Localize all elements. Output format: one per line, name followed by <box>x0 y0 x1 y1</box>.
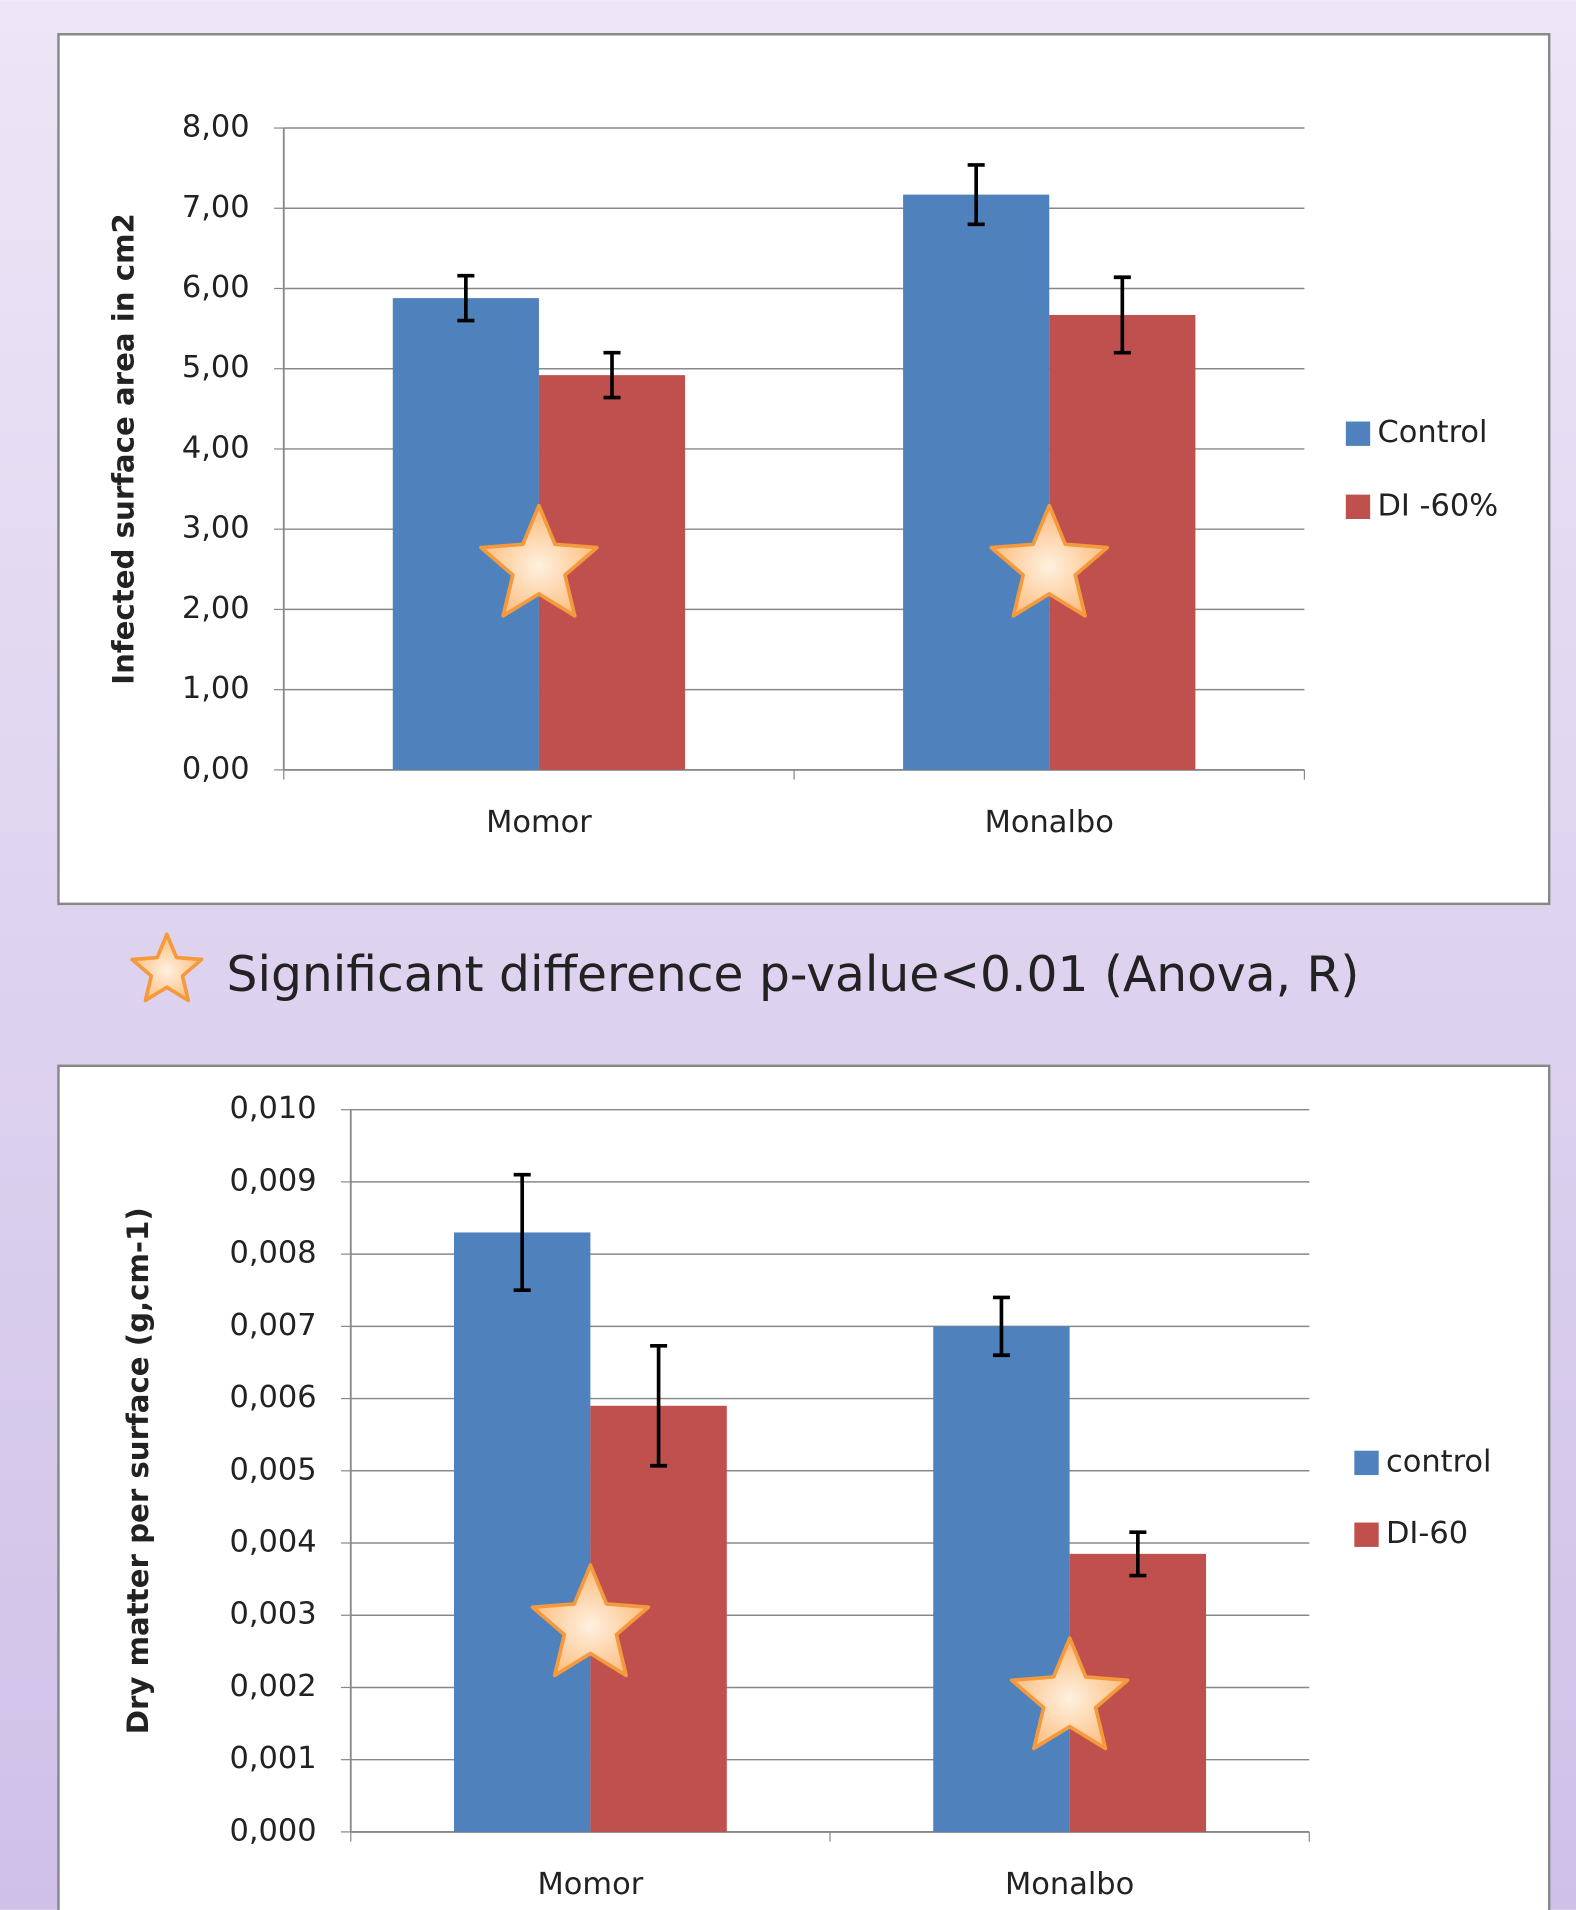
y-tick-label: 0,009 <box>230 1163 317 1198</box>
legend-label: DI -60% <box>1377 488 1498 523</box>
error-bar <box>1129 1530 1147 1578</box>
error-bar <box>1113 275 1131 355</box>
y-tick-label: 0,010 <box>230 1091 317 1126</box>
y-tick-label: 0,007 <box>230 1308 317 1343</box>
bar <box>903 194 1050 770</box>
error-bar <box>457 273 475 323</box>
y-tick-label: 8,00 <box>182 110 250 145</box>
chart-panel <box>57 33 1551 906</box>
significance-star <box>130 932 204 1003</box>
legend-swatch <box>1354 1522 1379 1547</box>
error-bar <box>603 350 621 400</box>
y-tick-label: 2,00 <box>182 591 250 626</box>
y-tick-label: 0,00 <box>182 751 250 786</box>
legend-swatch <box>1345 421 1371 446</box>
x-tick-label: Monalbo <box>1005 1867 1134 1902</box>
chart-panel <box>57 1064 1551 1910</box>
error-bar <box>650 1344 668 1468</box>
legend-label: Control <box>1377 415 1487 450</box>
y-tick-label: 0,003 <box>230 1597 317 1632</box>
significance-star <box>1009 1636 1130 1751</box>
y-tick-label: 4,00 <box>182 430 250 465</box>
x-tick-label: Momor <box>486 805 592 840</box>
y-tick-label: 3,00 <box>182 511 250 546</box>
y-tick-label: 1,00 <box>182 671 250 706</box>
bar <box>453 1232 591 1832</box>
x-tick-label: Momor <box>538 1867 644 1902</box>
y-axis-title: Infected surface area in cm2 <box>106 213 140 685</box>
y-tick-label: 5,00 <box>182 350 250 385</box>
significance-star <box>479 503 599 618</box>
y-tick-label: 0,008 <box>230 1236 317 1271</box>
y-axis-title: Dry matter per surface (g,cm-1) <box>121 1207 155 1734</box>
significance-star <box>530 1563 651 1678</box>
y-tick-label: 0,002 <box>230 1669 317 1704</box>
y-tick-label: 0,001 <box>230 1741 317 1776</box>
error-bar <box>967 163 985 227</box>
legend-label: control <box>1386 1444 1492 1479</box>
error-bar <box>992 1295 1010 1358</box>
legend-label: DI-60 <box>1386 1516 1468 1551</box>
y-tick-label: 0,005 <box>230 1452 317 1487</box>
y-tick-label: 6,00 <box>182 270 250 305</box>
y-tick-label: 0,004 <box>230 1525 317 1560</box>
bar <box>1049 314 1196 770</box>
note: Significant difference p-value<0.01 (Ano… <box>227 947 1360 1003</box>
y-tick-label: 0,000 <box>230 1813 317 1848</box>
error-bar <box>513 1172 531 1293</box>
x-tick-label: Monalbo <box>985 805 1114 840</box>
y-tick-label: 7,00 <box>182 190 250 225</box>
bar <box>392 298 539 770</box>
y-tick-label: 0,006 <box>230 1380 317 1415</box>
legend-swatch <box>1345 494 1371 519</box>
significance-star <box>989 503 1110 618</box>
bar <box>933 1326 1070 1832</box>
legend-swatch <box>1354 1450 1379 1476</box>
